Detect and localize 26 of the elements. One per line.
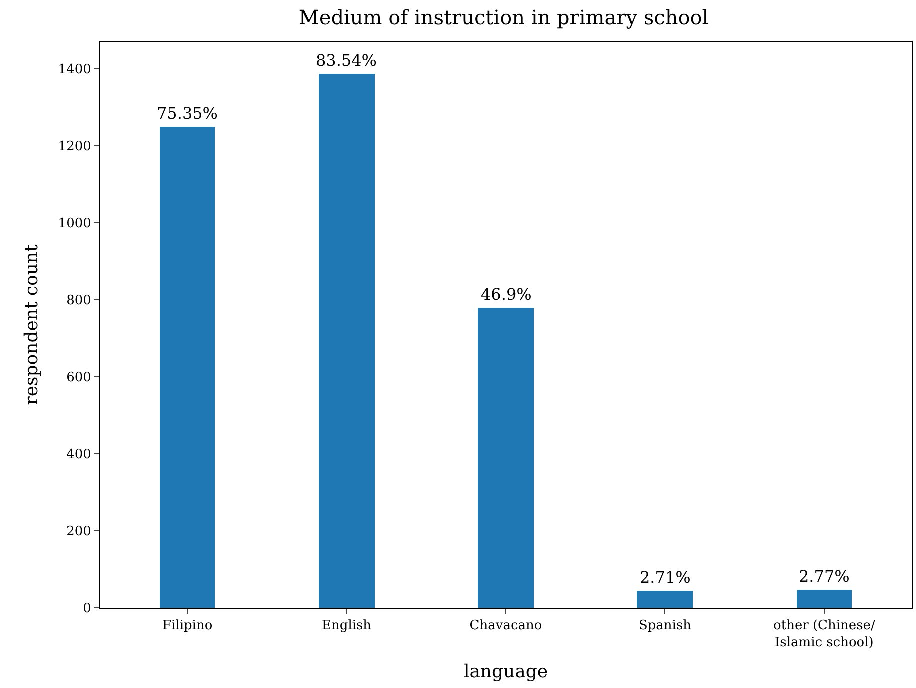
x-tick-label: Chavacano	[470, 618, 542, 634]
x-tick-label: Spanish	[638, 618, 692, 634]
x-tick-label: other (Chinese/ Islamic school)	[774, 618, 876, 650]
y-tick-label: 600	[66, 370, 92, 386]
y-tick-label: 200	[66, 524, 92, 540]
annotation: 75.35%	[157, 104, 218, 123]
annotation: 2.71%	[640, 568, 691, 587]
y-tick-label: 400	[66, 448, 92, 463]
y-tick-label: 1000	[58, 216, 92, 232]
bar	[637, 591, 693, 608]
chart-title: Medium of instruction in primary school	[298, 5, 709, 30]
bar	[319, 74, 375, 608]
annotation: 46.9%	[481, 285, 532, 304]
y-axis-title: respondent count	[22, 244, 43, 406]
annotation: 2.77%	[799, 567, 850, 586]
x-tick-label: Filipino	[162, 618, 213, 634]
y-tick-label: 1200	[58, 140, 92, 155]
annotation: 83.54%	[316, 51, 378, 70]
x-axis-title: language	[464, 662, 548, 683]
bar	[478, 308, 534, 608]
bar	[797, 590, 852, 608]
bar	[160, 127, 215, 608]
y-tick-label: 800	[66, 294, 92, 309]
x-tick-label: English	[322, 618, 372, 634]
y-tick-label: 1400	[58, 62, 92, 78]
y-tick-label: 0	[83, 602, 92, 617]
